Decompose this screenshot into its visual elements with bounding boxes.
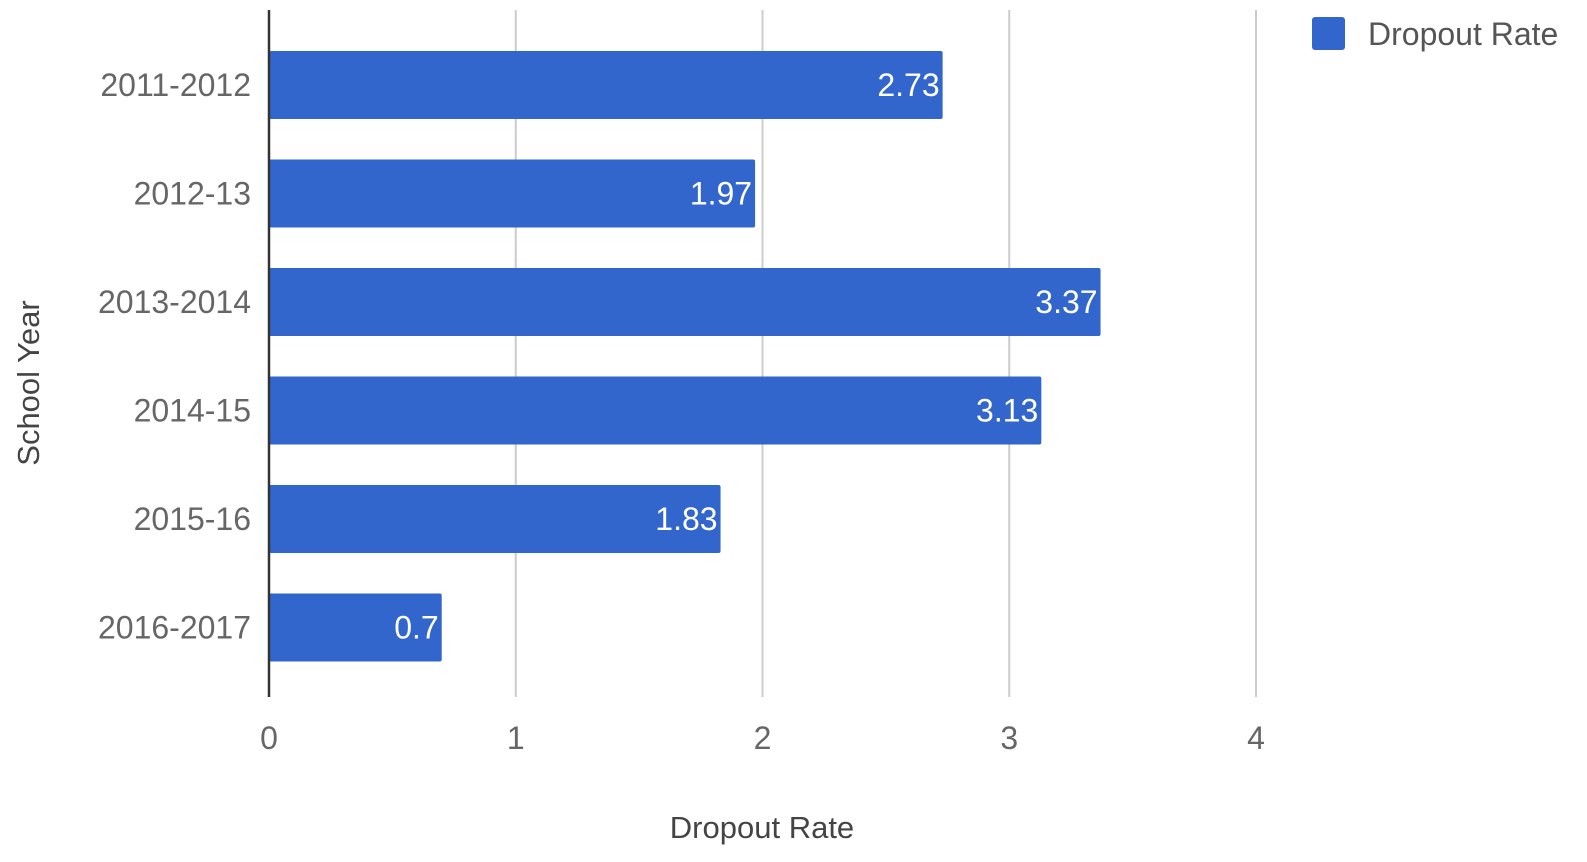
data-label: 3.13 <box>976 393 1038 429</box>
category-label: 2016-2017 <box>98 610 251 646</box>
x-tick-label: 2 <box>754 720 772 756</box>
data-label: 0.7 <box>394 610 438 646</box>
category-labels: 2011-2012 2012-13 2013-2014 2014-15 2015-16 2… <box>98 67 251 646</box>
category-label: 2011-2012 <box>100 67 251 103</box>
legend-label-dropout-rate: Dropout Rate <box>1368 16 1558 52</box>
data-label: 1.83 <box>655 501 717 537</box>
bar <box>269 159 756 228</box>
gridlines <box>514 10 1257 697</box>
data-label: 1.97 <box>690 176 752 212</box>
legend-swatch-dropout-rate <box>1312 17 1345 50</box>
category-label: 2012-13 <box>134 176 251 212</box>
data-label: 3.37 <box>1035 284 1097 320</box>
x-axis-title: Dropout Rate <box>670 810 854 845</box>
bar <box>269 376 1042 445</box>
category-label: 2013-2014 <box>98 284 251 320</box>
data-labels: 2.73 1.97 3.37 3.13 1.83 0.7 <box>394 67 1097 646</box>
category-label: 2014-15 <box>134 393 251 429</box>
x-tick-label: 0 <box>260 720 278 756</box>
data-label: 2.73 <box>877 67 939 103</box>
x-tick-label: 1 <box>507 720 525 756</box>
x-tick-label: 3 <box>1000 720 1018 756</box>
x-tick-label: 4 <box>1247 720 1265 756</box>
bar <box>269 268 1101 336</box>
bar <box>269 51 943 119</box>
bar <box>269 593 442 662</box>
bar <box>269 485 721 553</box>
legend: Dropout Rate <box>1312 16 1558 52</box>
x-tick-labels: 0 1 2 3 4 <box>260 720 1265 756</box>
bars <box>269 51 1101 662</box>
category-label: 2015-16 <box>134 501 251 537</box>
y-axis-title: School Year <box>11 300 46 465</box>
